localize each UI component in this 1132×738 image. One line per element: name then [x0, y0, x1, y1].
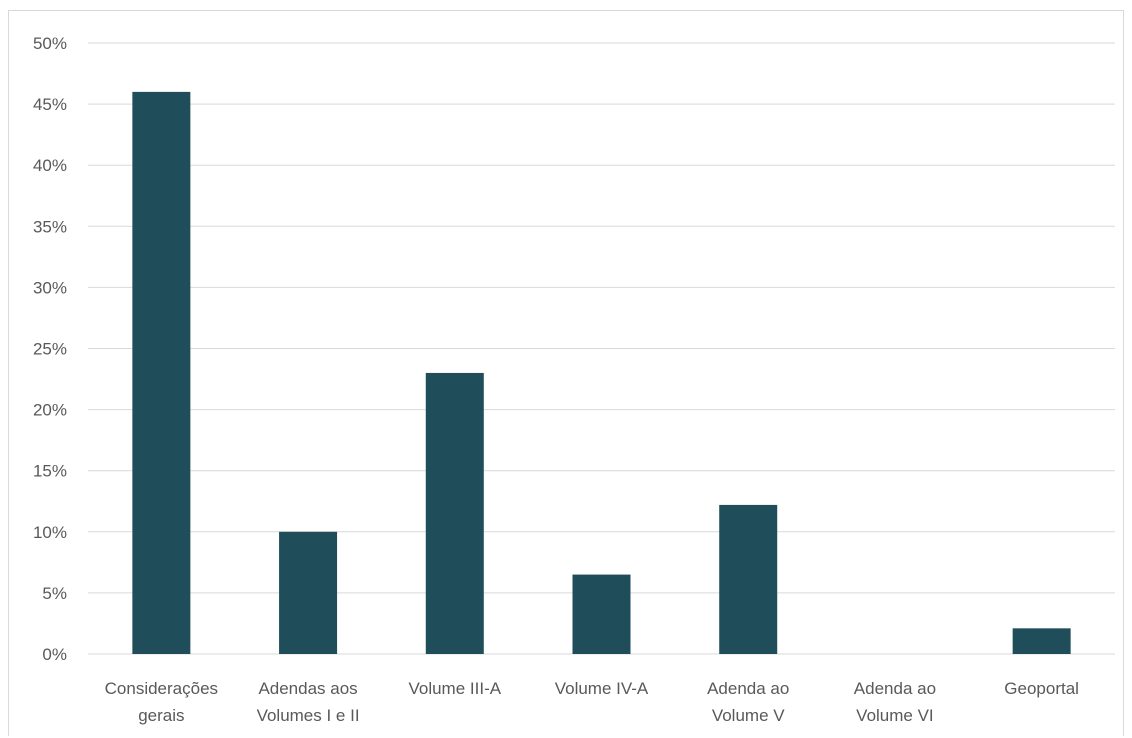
- chart-frame: [8, 10, 1124, 736]
- x-category-label-line: Volume IV-A: [555, 679, 649, 698]
- x-category-label-line: Considerações: [105, 679, 218, 698]
- x-axis-category-labels: Considerações gerais Adendas aos Volumes I …: [105, 679, 1079, 725]
- y-tick-label: 5%: [42, 584, 67, 603]
- x-category-label-line: Adendas aos: [258, 679, 357, 698]
- x-category-label: Volume III-A: [408, 679, 501, 698]
- x-category-label: Considerações gerais: [105, 679, 218, 725]
- y-tick-label: 30%: [33, 278, 67, 297]
- x-category-label-line: Volumes I e II: [257, 706, 360, 725]
- y-tick-label: 35%: [33, 217, 67, 236]
- bar: [425, 372, 484, 654]
- x-category-label-line: Volume VI: [856, 706, 934, 725]
- x-category-label-line: gerais: [138, 706, 184, 725]
- y-tick-label: 45%: [33, 95, 67, 114]
- y-tick-label: 25%: [33, 340, 67, 359]
- x-category-label-line: Adenda ao: [854, 679, 936, 698]
- x-category-label: Volume IV-A: [555, 679, 649, 698]
- bar: [1012, 628, 1071, 654]
- bar: [132, 91, 191, 654]
- y-tick-label: 10%: [33, 523, 67, 542]
- x-category-label-line: Volume III-A: [408, 679, 501, 698]
- bars: [132, 91, 1071, 654]
- x-category-label-line: Adenda ao: [707, 679, 789, 698]
- x-category-label: Geoportal: [1004, 679, 1079, 698]
- gridlines: [88, 42, 1115, 655]
- bar: [572, 574, 631, 654]
- bar: [279, 531, 338, 654]
- x-category-label: Adenda ao Volume VI: [854, 679, 936, 725]
- y-tick-label: 0%: [42, 645, 67, 664]
- y-axis-tick-labels: 0% 5% 10% 15% 20% 25% 30% 35% 40% 45% 50%: [33, 34, 67, 664]
- x-category-label-line: Geoportal: [1004, 679, 1079, 698]
- bar: [719, 504, 778, 654]
- x-category-label-line: Volume V: [712, 706, 785, 725]
- y-tick-label: 15%: [33, 462, 67, 481]
- y-tick-label: 20%: [33, 401, 67, 420]
- y-tick-label: 40%: [33, 156, 67, 175]
- y-tick-label: 50%: [33, 34, 67, 53]
- x-category-label: Adenda ao Volume V: [707, 679, 789, 725]
- x-category-label: Adendas aos Volumes I e II: [257, 679, 360, 725]
